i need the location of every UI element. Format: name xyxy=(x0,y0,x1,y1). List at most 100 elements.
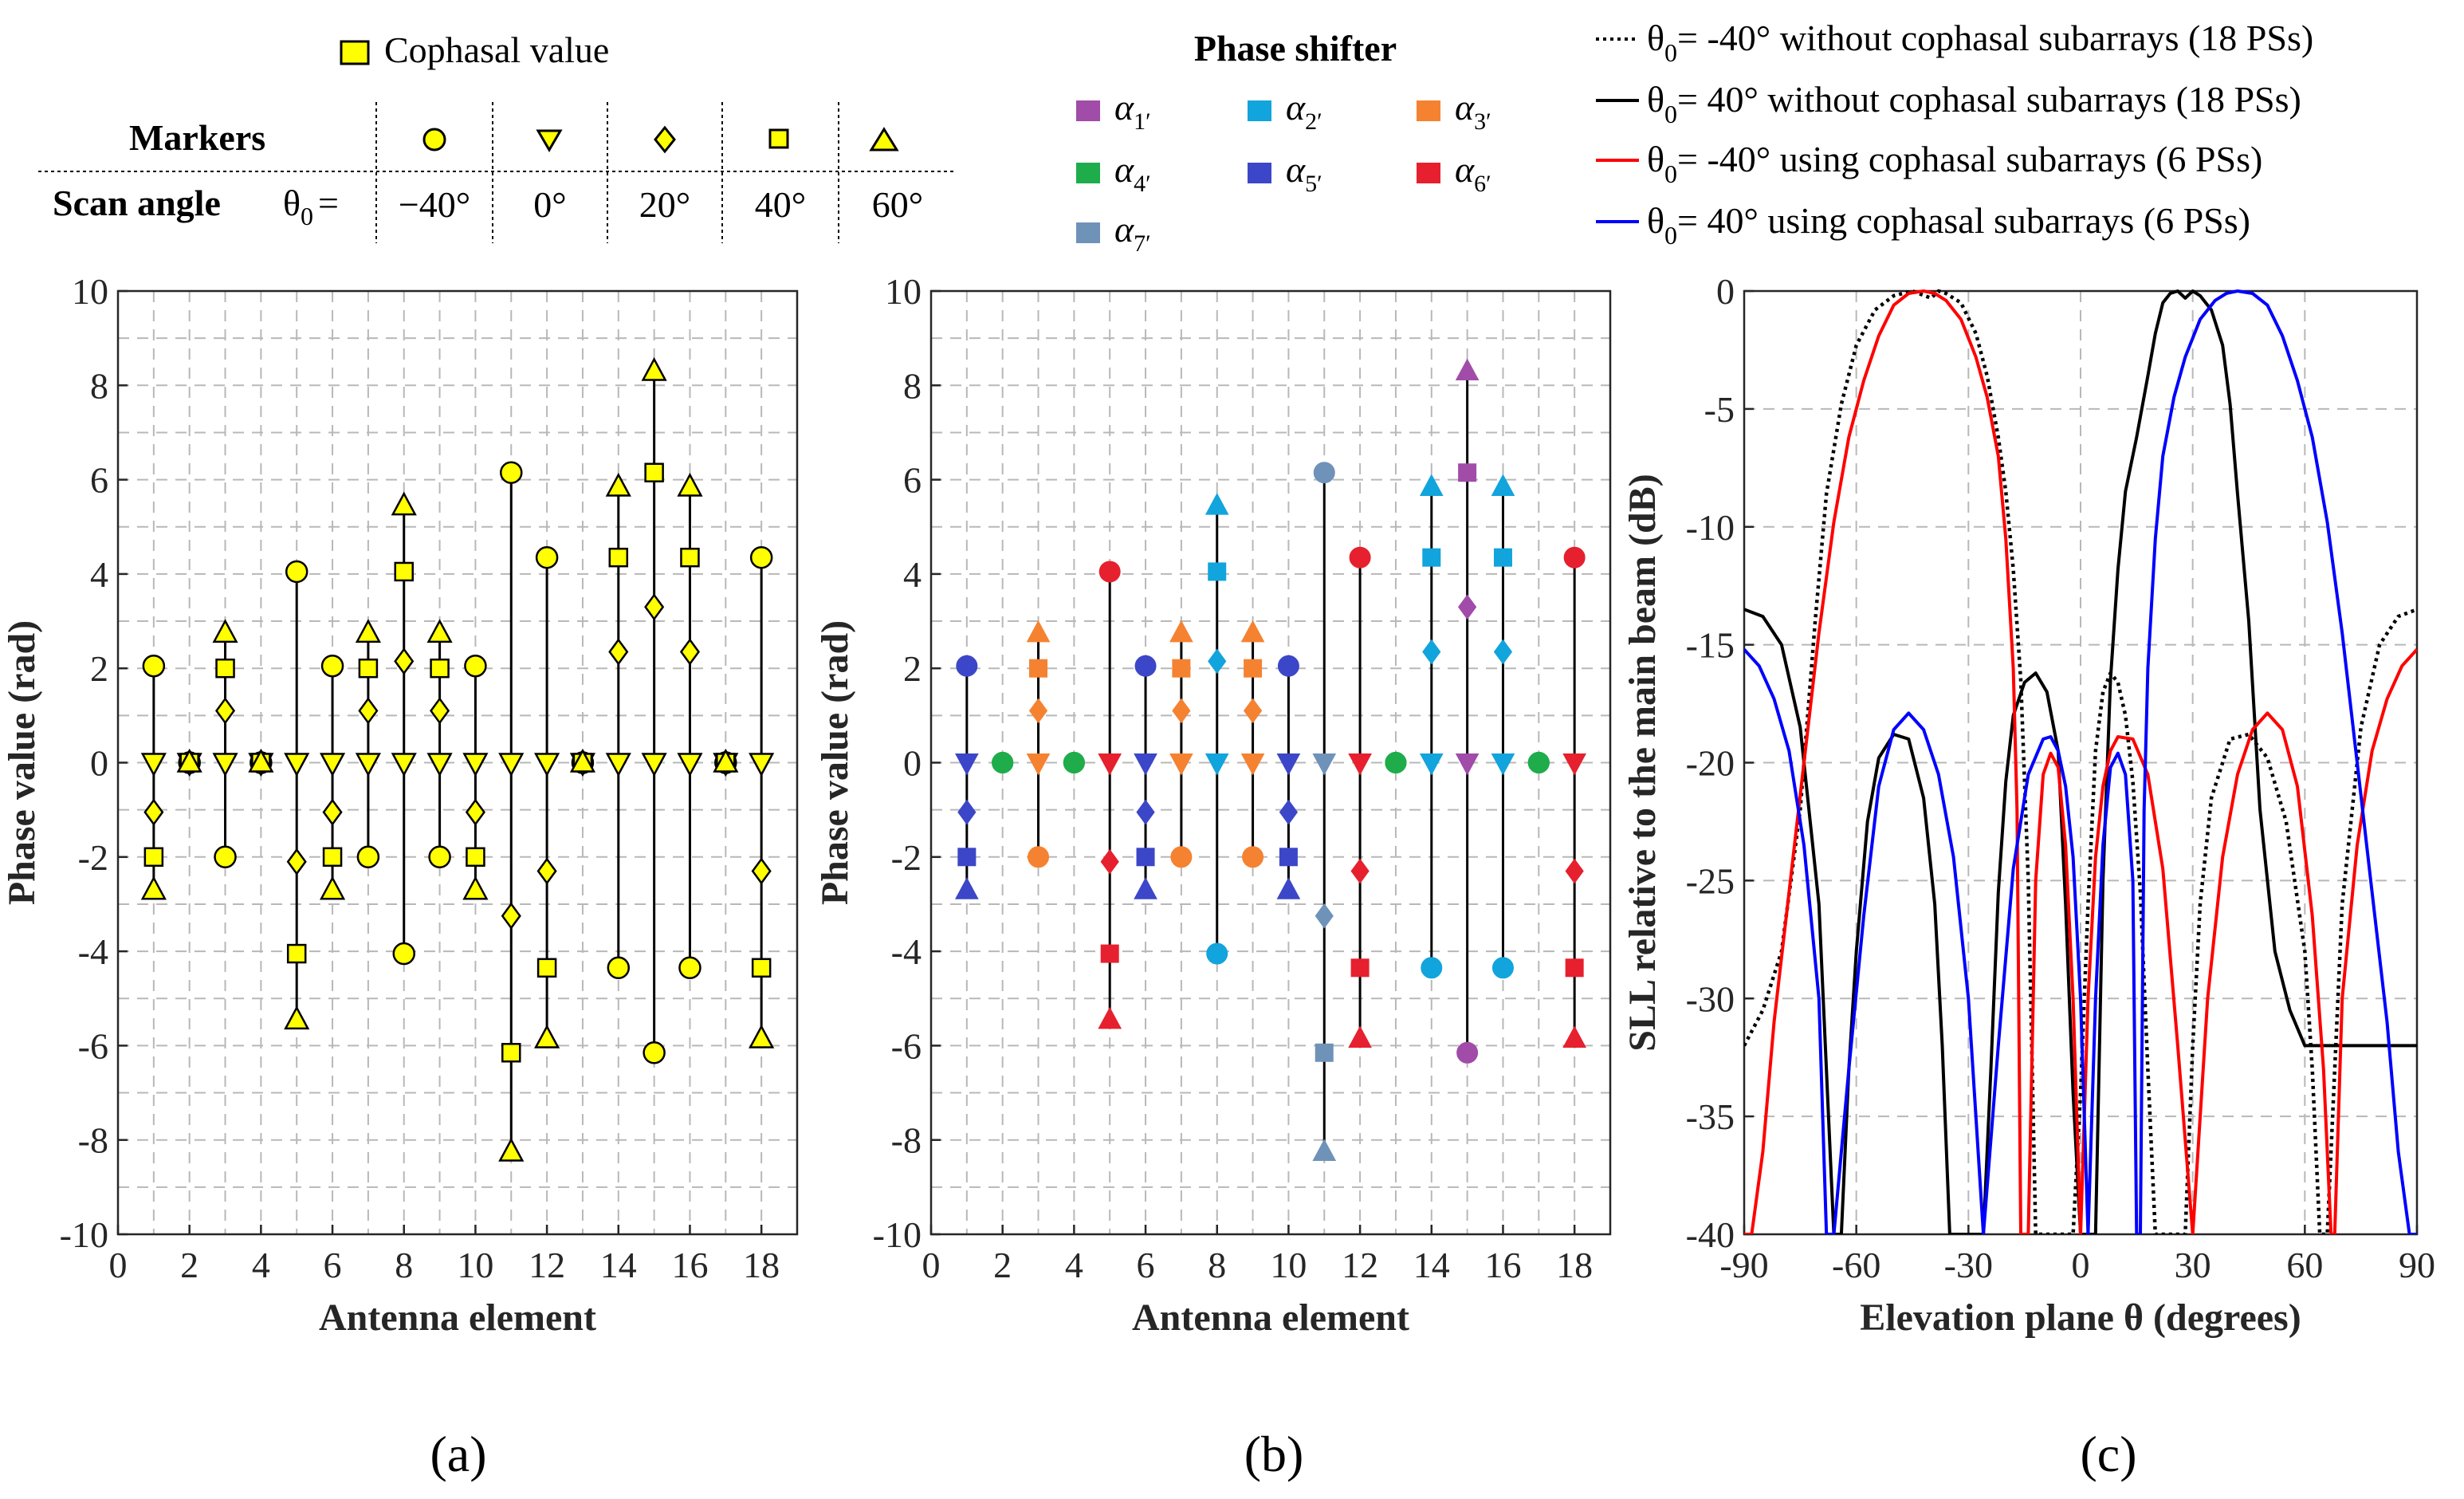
data-point xyxy=(957,799,977,825)
y-tick-label: 2 xyxy=(903,648,922,689)
phase-shifter-swatch xyxy=(1076,222,1100,243)
data-point xyxy=(751,857,772,885)
x-tick-label: 14 xyxy=(600,1245,637,1285)
data-point xyxy=(430,697,450,725)
data-point xyxy=(644,593,665,621)
data-point xyxy=(956,655,978,677)
y-tick-label: 10 xyxy=(72,271,108,312)
data-point xyxy=(358,697,379,725)
data-point xyxy=(1204,753,1229,776)
data-point xyxy=(751,958,772,978)
data-point xyxy=(1422,639,1441,665)
data-point xyxy=(534,1024,560,1049)
y-tick-label: 6 xyxy=(903,460,922,501)
x-tick-label: 10 xyxy=(457,1245,493,1285)
series-line-4 xyxy=(1744,289,2417,1234)
data-point xyxy=(394,647,415,675)
data-point xyxy=(430,658,450,679)
scan-angle-row-label: Scan angle xyxy=(53,183,221,223)
data-point xyxy=(992,752,1014,773)
y-tick-label: -35 xyxy=(1686,1096,1735,1137)
data-point xyxy=(1098,561,1121,583)
data-point xyxy=(1244,659,1263,678)
y-tick-label: -15 xyxy=(1686,625,1735,666)
data-point xyxy=(286,943,307,964)
data-point xyxy=(1491,753,1515,776)
y-tick-label: -20 xyxy=(1686,743,1735,784)
data-point xyxy=(428,845,451,869)
data-point xyxy=(713,748,739,773)
data-point xyxy=(1240,620,1265,643)
data-point xyxy=(1136,799,1155,825)
legend-entry-label: θ0= 40° without cophasal subarrays (18 P… xyxy=(1647,79,2301,128)
data-point xyxy=(749,753,775,777)
data-point xyxy=(319,753,346,777)
data-point xyxy=(1565,958,1584,978)
data-point xyxy=(426,753,453,777)
data-point xyxy=(322,798,343,826)
data-point xyxy=(1421,957,1443,979)
triangle-down-marker-icon xyxy=(536,129,563,152)
data-point xyxy=(501,902,521,930)
phase-shifter-swatch xyxy=(1076,100,1100,121)
x-tick-label: 2 xyxy=(993,1245,1012,1285)
data-point xyxy=(392,942,415,966)
y-tick-label: -2 xyxy=(891,837,922,878)
data-point xyxy=(284,1005,310,1030)
data-point xyxy=(284,753,310,777)
y-tick-label: 10 xyxy=(885,271,922,312)
data-point xyxy=(1493,548,1512,567)
panel-a-chart: 0 2 4 6 8 10 12 14 16 18 -10 -8 -6 -4 -2 0 2 4 6 8 10 Antenna… xyxy=(1,271,799,1339)
phase-shifter-label: α4′ xyxy=(1114,149,1151,197)
y-tick-label: -8 xyxy=(891,1120,922,1161)
data-point xyxy=(605,472,631,497)
data-point xyxy=(1313,462,1335,484)
data-point xyxy=(535,545,559,569)
data-point xyxy=(1063,752,1085,773)
y-tick-label: 2 xyxy=(90,648,108,689)
panel-label-a: (a) xyxy=(430,1426,486,1482)
data-point xyxy=(465,798,485,826)
data-point xyxy=(1315,903,1334,929)
data-point xyxy=(498,753,525,777)
phase-shifter-label: α1′ xyxy=(1114,87,1151,135)
data-point xyxy=(1276,753,1301,776)
y-tick-label: -4 xyxy=(78,931,108,972)
data-point xyxy=(140,753,167,777)
data-point xyxy=(1243,698,1263,724)
data-point xyxy=(143,798,164,826)
data-point xyxy=(1134,877,1157,899)
data-point xyxy=(1350,858,1370,884)
y-tick-label: -30 xyxy=(1686,978,1735,1019)
data-point xyxy=(955,877,979,899)
y-tick-label: -4 xyxy=(891,931,922,972)
phase-shifter-swatch xyxy=(1248,163,1271,183)
data-point xyxy=(680,547,700,568)
data-point xyxy=(641,356,667,381)
data-point xyxy=(1100,848,1119,875)
scan-angle-value: 40° xyxy=(755,184,806,225)
phase-shifter-swatch xyxy=(1076,163,1100,183)
x-tick-label: 8 xyxy=(395,1245,413,1285)
cophasal-legend-icon xyxy=(340,40,370,65)
data-point xyxy=(214,697,236,725)
data-point xyxy=(286,848,307,875)
marker-table: Cophasal value Markers Scan angle θ0 = −4… xyxy=(38,30,957,243)
markers-row-label: Markers xyxy=(129,117,265,158)
line-legend: θ0= -40° without cophasal subarrays (18 … xyxy=(1596,18,2313,250)
data-point xyxy=(679,638,701,666)
data-point xyxy=(1455,753,1480,776)
data-point xyxy=(957,848,977,867)
data-point xyxy=(391,753,417,777)
x-tick-label: -90 xyxy=(1719,1245,1768,1285)
y-axis-label: Phase value (rad) xyxy=(1,620,43,905)
data-point xyxy=(1208,648,1227,675)
data-point xyxy=(536,958,557,978)
y-tick-label: -10 xyxy=(1686,507,1735,548)
data-point xyxy=(1350,958,1370,978)
data-point xyxy=(536,857,557,885)
data-point xyxy=(569,748,596,773)
data-point xyxy=(607,956,631,980)
data-point xyxy=(1276,877,1301,899)
